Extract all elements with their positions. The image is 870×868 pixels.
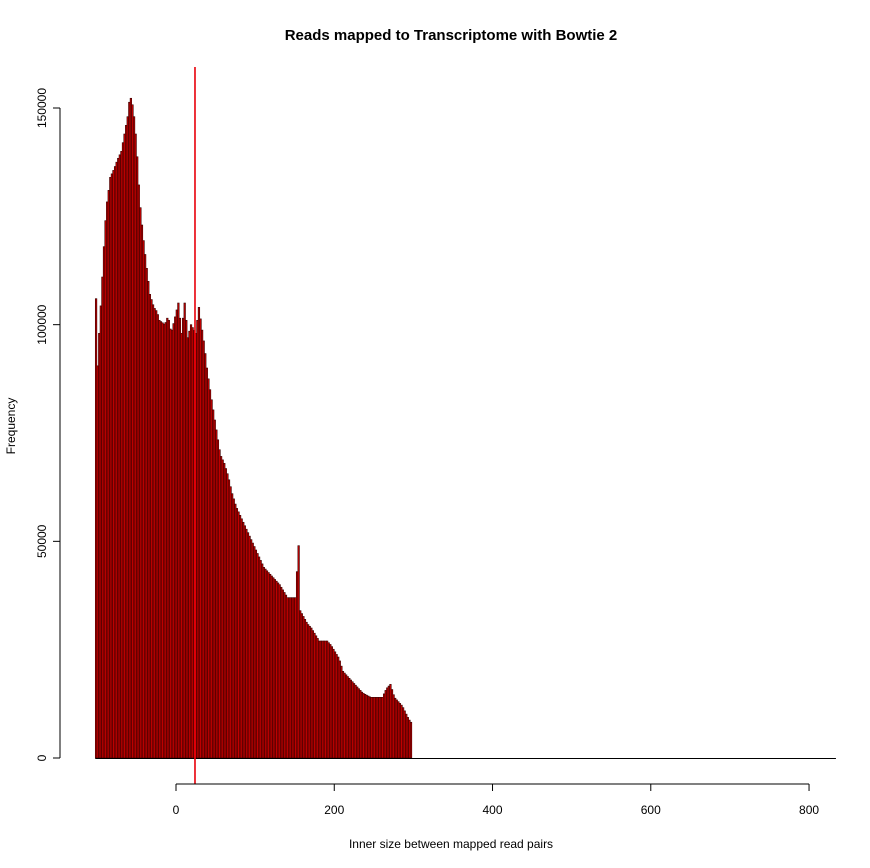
- chart-title: Reads mapped to Transcriptome with Bowti…: [285, 27, 618, 44]
- x-axis: 0 200 400 600 800: [173, 783, 819, 817]
- x-tick-label: 800: [799, 803, 819, 817]
- y-tick-label: 50000: [35, 524, 49, 558]
- y-tick-label: 0: [35, 754, 49, 761]
- y-axis-label: Frequency: [4, 398, 18, 455]
- histogram-bar: [409, 721, 413, 759]
- y-tick-label: 100000: [35, 304, 49, 344]
- x-tick-label: 0: [173, 803, 180, 817]
- x-tick-label: 200: [324, 803, 344, 817]
- y-tick-label: 150000: [35, 88, 49, 128]
- histogram-bars: [94, 97, 413, 759]
- x-tick-label: 400: [483, 803, 503, 817]
- x-axis-label: Inner size between mapped read pairs: [349, 837, 553, 851]
- y-axis: 0 50000 100000 150000: [35, 88, 61, 761]
- x-tick-label: 600: [641, 803, 661, 817]
